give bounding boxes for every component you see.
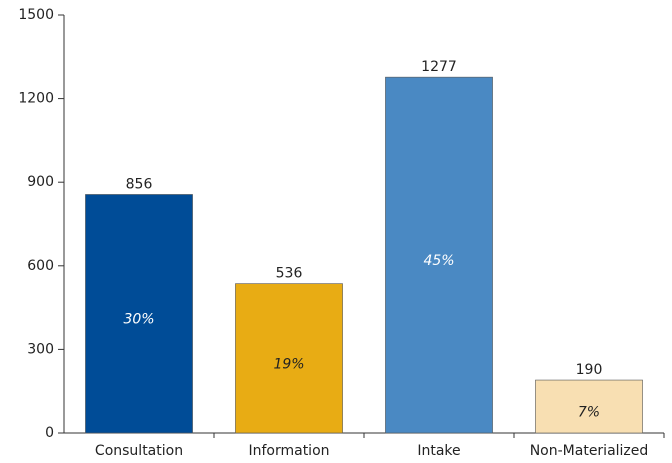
bar xyxy=(235,283,343,434)
x-tick-label: Information xyxy=(248,443,329,459)
x-tick-label: Consultation xyxy=(95,443,183,459)
y-tick-label: 600 xyxy=(27,258,54,274)
y-tick-label: 1500 xyxy=(18,7,54,23)
share-label: 7% xyxy=(578,405,600,421)
y-tick-label: 1200 xyxy=(18,91,54,107)
value-label: 536 xyxy=(276,266,303,282)
x-tick-label: Intake xyxy=(417,443,460,459)
share-label: 19% xyxy=(273,356,304,372)
share-label: 30% xyxy=(123,312,154,328)
bar xyxy=(385,76,493,434)
y-tick-label: 0 xyxy=(45,425,54,441)
y-tick-label: 300 xyxy=(27,341,54,357)
y-tick-label: 900 xyxy=(27,174,54,190)
value-label: 190 xyxy=(576,362,603,378)
value-label: 1277 xyxy=(421,59,457,75)
bar xyxy=(535,379,643,434)
bar xyxy=(85,194,193,434)
value-label: 856 xyxy=(126,176,153,192)
x-tick-label: Non-Materialized xyxy=(530,443,649,459)
share-label: 45% xyxy=(423,253,454,269)
